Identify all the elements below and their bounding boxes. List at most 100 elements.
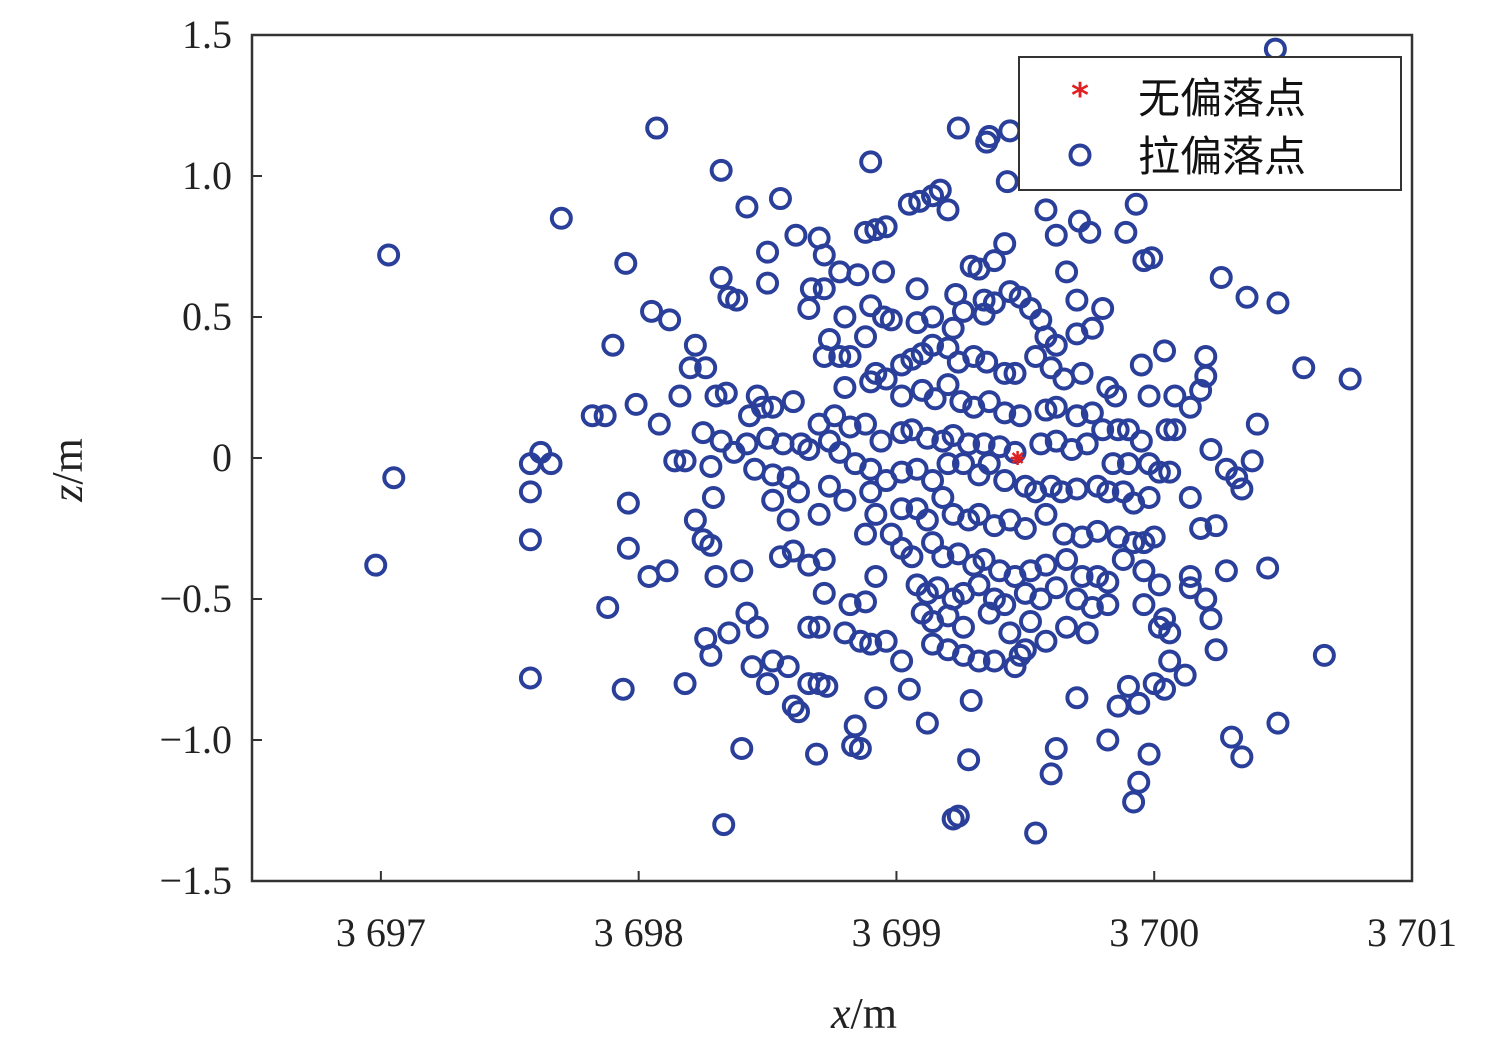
- data-point-biased: [1129, 353, 1153, 377]
- data-point-biased: [828, 440, 852, 464]
- data-point-biased: [768, 187, 792, 211]
- data-point-biased: [616, 491, 640, 515]
- data-point-biased: [890, 384, 914, 408]
- data-point-biased: [879, 308, 903, 332]
- data-point-biased: [694, 356, 718, 380]
- data-point-biased: [647, 412, 671, 436]
- data-point-biased: [977, 452, 1001, 476]
- data-point-biased: [859, 150, 883, 174]
- data-point-biased: [854, 590, 878, 614]
- data-point-biased: [1158, 460, 1182, 484]
- data-point-biased: [838, 593, 862, 617]
- data-point-biased: [673, 449, 697, 473]
- data-point-biased: [699, 533, 723, 557]
- data-point-biased: [797, 297, 821, 321]
- data-point-biased: [1065, 404, 1089, 428]
- data-point-biased: [1178, 485, 1202, 509]
- data-point-biased: [967, 649, 991, 673]
- data-point-biased: [1034, 398, 1058, 422]
- data-point-biased: [678, 356, 702, 380]
- data-point-biased: [364, 553, 388, 577]
- data-point-biased: [1163, 384, 1187, 408]
- data-point-biased: [967, 502, 991, 526]
- data-point-biased: [673, 672, 697, 696]
- data-point-biased: [691, 421, 715, 445]
- legend-label-biased: 拉偏落点: [1138, 132, 1306, 181]
- data-point-biased: [1055, 260, 1079, 284]
- data-point-biased: [655, 559, 679, 583]
- asterisk-stroke: [1011, 452, 1024, 464]
- data-point-biased: [518, 480, 542, 504]
- x-axis-label: x/m: [830, 989, 897, 1038]
- data-point-biased: [1189, 517, 1213, 540]
- data-point-biased: [998, 621, 1022, 645]
- data-point-biased: [699, 454, 723, 478]
- data-point-biased: [828, 260, 852, 284]
- y-tick-label: −1.0: [159, 717, 232, 762]
- data-point-biased: [1080, 401, 1104, 425]
- data-point-biased: [1055, 615, 1079, 639]
- data-point-biased: [768, 545, 792, 569]
- data-point-biased: [539, 452, 563, 476]
- data-point-biased: [1137, 384, 1161, 408]
- data-point-biased: [946, 542, 970, 566]
- data-point-biased: [709, 429, 733, 453]
- data-point-biased: [1122, 531, 1146, 555]
- data-point-biased: [928, 178, 952, 202]
- data-point-biased: [807, 412, 831, 436]
- data-point-biased: [1189, 378, 1213, 402]
- data-point-biased: [735, 195, 759, 219]
- data-point-biased: [900, 347, 924, 371]
- legend-marker-biased: [1068, 143, 1092, 167]
- data-point-biased: [993, 469, 1017, 493]
- data-point-biased: [962, 344, 986, 368]
- data-point-biased: [959, 689, 983, 713]
- legend-label-unbiased: 无偏落点: [1138, 74, 1306, 123]
- data-point-biased: [645, 116, 669, 140]
- data-point-biased: [1029, 587, 1053, 611]
- data-point-biased: [1106, 694, 1130, 718]
- data-point-biased: [1199, 438, 1223, 462]
- data-point-biased: [1116, 674, 1140, 698]
- data-point-biased: [1338, 367, 1362, 391]
- data-point-biased: [1044, 223, 1068, 247]
- data-point-biased: [1034, 629, 1058, 653]
- data-point-biased: [936, 604, 960, 628]
- data-point-biased: [848, 736, 872, 760]
- data-point-biased: [1256, 556, 1280, 580]
- data-point-biased: [1086, 519, 1110, 543]
- data-point-biased: [915, 711, 939, 735]
- data-point-biased: [761, 488, 785, 512]
- data-point-biased: [1049, 480, 1073, 504]
- data-point-biased: [864, 686, 888, 710]
- data-point-biased: [1263, 37, 1287, 61]
- data-point-biased: [864, 218, 888, 242]
- data-point-biased: [1230, 745, 1254, 769]
- y-tick-label: −0.5: [159, 576, 232, 621]
- data-point-biased: [1091, 418, 1115, 442]
- data-point-biased: [890, 497, 914, 521]
- data-point-biased: [926, 576, 950, 600]
- data-point-biased: [905, 457, 929, 481]
- data-point-biased: [1039, 762, 1063, 786]
- data-point-biased: [1044, 333, 1068, 357]
- data-point-biased: [1075, 432, 1099, 456]
- data-point-biased: [640, 299, 664, 323]
- data-point-biased: [1096, 593, 1120, 617]
- data-point-biased: [1065, 288, 1089, 312]
- data-point-biased: [1140, 246, 1164, 270]
- data-point-biased: [1147, 573, 1171, 597]
- data-point-biased: [864, 502, 888, 526]
- data-point-biased: [1070, 564, 1094, 588]
- data-point-biased: [833, 305, 857, 329]
- data-point-biased: [1122, 790, 1146, 814]
- data-point-biased: [848, 629, 872, 653]
- data-point-unbiased: [1010, 451, 1025, 465]
- data-point-biased: [890, 649, 914, 673]
- data-point-biased: [1075, 621, 1099, 645]
- data-point-biased: [1132, 593, 1156, 617]
- data-point-biased: [614, 251, 638, 275]
- data-point-biased: [854, 522, 878, 546]
- data-point-biased: [663, 449, 687, 473]
- data-point-biased: [1003, 361, 1027, 385]
